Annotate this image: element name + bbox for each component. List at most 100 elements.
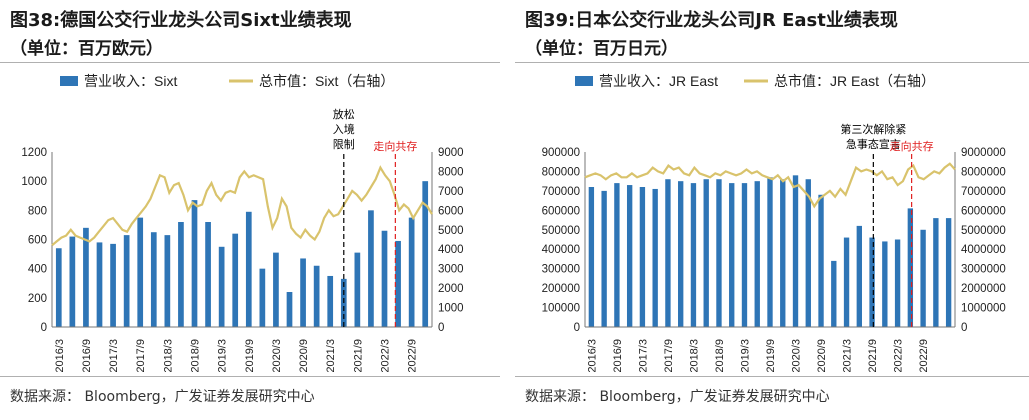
revenue-bar xyxy=(245,211,252,327)
legend-bar-label: 营业收入：JR East xyxy=(599,73,718,89)
revenue-bar xyxy=(55,248,62,327)
x-tick-label: 2020/3 xyxy=(271,339,283,372)
x-tick-label: 2021/9 xyxy=(352,339,364,372)
x-tick-label: 2019/3 xyxy=(739,339,751,372)
revenue-bar xyxy=(137,217,144,327)
x-tick-label: 2019/9 xyxy=(765,339,777,372)
x-tick-label: 2020/9 xyxy=(816,339,828,372)
x-tick-label: 2018/3 xyxy=(162,339,174,372)
bottom-rule xyxy=(515,376,1029,377)
x-tick-label: 2018/9 xyxy=(714,339,726,372)
revenue-bar xyxy=(273,252,279,327)
figure-number: 图38: xyxy=(10,10,61,31)
revenue-bar xyxy=(882,241,888,327)
revenue-bar xyxy=(818,194,824,327)
x-tick-label: 2016/3 xyxy=(54,339,66,372)
x-tick-label: 2017/3 xyxy=(637,339,649,372)
x-tick-label: 2021/3 xyxy=(325,339,337,372)
y-right-tick-label: 7000 xyxy=(438,186,464,198)
revenue-bar xyxy=(614,183,620,327)
revenue-bar xyxy=(690,183,697,327)
revenue-bar xyxy=(894,239,901,327)
y-right-tick-label: 4000000 xyxy=(961,244,1006,256)
x-tick-label: 2019/9 xyxy=(244,339,256,372)
y-left-tick-label: 200 xyxy=(28,293,47,305)
revenue-bar xyxy=(843,237,850,327)
chart-sixt: 营业收入：Sixt 总市值：Sixt（右轴） 0 200 400 600 800 1000 12… xyxy=(21,73,464,372)
revenue-bar xyxy=(110,243,116,327)
y-right-tick-label: 6000 xyxy=(438,205,464,217)
revenue-bar xyxy=(354,252,361,327)
y-right-tick-label: 0 xyxy=(438,322,444,334)
revenue-bar xyxy=(178,222,184,327)
revenue-bar xyxy=(205,222,211,327)
y-right-tick-label: 0 xyxy=(961,322,967,334)
y-right-tick-label: 9000 xyxy=(438,147,464,159)
figure-number: 图39: xyxy=(525,10,576,31)
revenue-bar xyxy=(286,292,293,327)
annotation-label: 限制 xyxy=(333,138,355,151)
figure-title-text: 日本公交行业龙头公司JR East业绩表现 xyxy=(575,10,898,31)
revenue-bar xyxy=(313,265,320,327)
x-tick-label: 2021/9 xyxy=(867,339,879,372)
revenue-bar xyxy=(395,240,401,327)
revenue-bar xyxy=(716,179,722,327)
market-cap-line xyxy=(51,165,433,247)
figure-title-text: 德国公交行业龙头公司Sixt业绩表现 xyxy=(60,10,352,31)
annotation-label: 放松 xyxy=(333,107,355,121)
x-tick-label: 2020/9 xyxy=(298,339,310,372)
figure-sixt: 图38:德国公交行业龙头公司Sixt业绩表现 （单位：百万欧元） 营业收入：Si… xyxy=(0,0,500,420)
y-left-tick-label: 0 xyxy=(574,322,580,334)
y-left-tick-label: 700000 xyxy=(542,186,580,198)
y-left-tick-label: 1000 xyxy=(21,176,47,188)
figure-subtitle: （单位：百万欧元） xyxy=(10,39,163,59)
revenue-bar xyxy=(218,246,225,327)
y-left-tick-label: 400000 xyxy=(542,244,580,256)
figure-jr-east: 图39:日本公交行业龙头公司JR East业绩表现 （单位：百万日元） 营业收入… xyxy=(515,0,1029,420)
x-tick-label: 2022/3 xyxy=(380,339,392,372)
revenue-bar xyxy=(805,179,811,327)
x-tick-label: 2021/3 xyxy=(842,339,854,372)
y-right-tick-label: 2000000 xyxy=(961,283,1006,295)
source-note: 数据来源： Bloomberg，广发证券发展研究中心 xyxy=(10,389,315,405)
revenue-bar xyxy=(945,218,952,327)
revenue-bar xyxy=(327,275,334,327)
y-right-tick-label: 3000000 xyxy=(961,264,1006,276)
y-left-tick-label: 500000 xyxy=(542,225,580,237)
x-tick-label: 2022/3 xyxy=(893,339,905,372)
top-rule xyxy=(0,62,500,63)
y-left-tick-label: 1200 xyxy=(21,147,47,159)
revenue-bar xyxy=(626,185,633,327)
y-right-tick-label: 6000000 xyxy=(961,205,1006,217)
revenue-bar xyxy=(741,183,748,327)
revenue-bar xyxy=(232,233,239,327)
y-right-tick-label: 1000000 xyxy=(961,303,1006,315)
revenue-bar xyxy=(123,235,130,327)
revenue-bar xyxy=(792,175,799,327)
figure-subtitle: （单位：百万日元） xyxy=(525,39,678,59)
revenue-bar xyxy=(920,229,926,327)
y-left-tick-label: 600 xyxy=(28,235,47,247)
y-right-tick-label: 7000000 xyxy=(961,186,1006,198)
x-tick-label: 2020/3 xyxy=(791,339,803,372)
x-tick-label: 2016/9 xyxy=(612,339,624,372)
annotation-label: 走向共存 xyxy=(890,139,934,153)
revenue-bar xyxy=(767,177,773,327)
revenue-bar xyxy=(601,190,607,327)
legend-bar-label: 营业收入：Sixt xyxy=(84,73,177,89)
revenue-bar xyxy=(907,208,914,327)
y-right-tick-label: 8000 xyxy=(438,166,464,178)
revenue-bar xyxy=(856,225,862,327)
y-left-tick-label: 400 xyxy=(28,264,47,276)
y-right-tick-label: 4000 xyxy=(438,244,464,256)
chart-jr-east: 营业收入：JR East 总市值：JR East（右轴） 0 100000 200000… xyxy=(542,73,1006,372)
revenue-bar xyxy=(780,179,786,327)
source-note: 数据来源： Bloomberg，广发证券发展研究中心 xyxy=(525,389,830,405)
y-right-tick-label: 3000 xyxy=(438,264,464,276)
annotation-label: 走向共存 xyxy=(373,139,417,153)
revenue-bar xyxy=(665,179,671,327)
y-right-tick-label: 1000 xyxy=(438,303,464,315)
revenue-bar xyxy=(933,218,939,327)
revenue-bar xyxy=(422,181,429,327)
x-tick-label: 2017/3 xyxy=(108,339,120,372)
